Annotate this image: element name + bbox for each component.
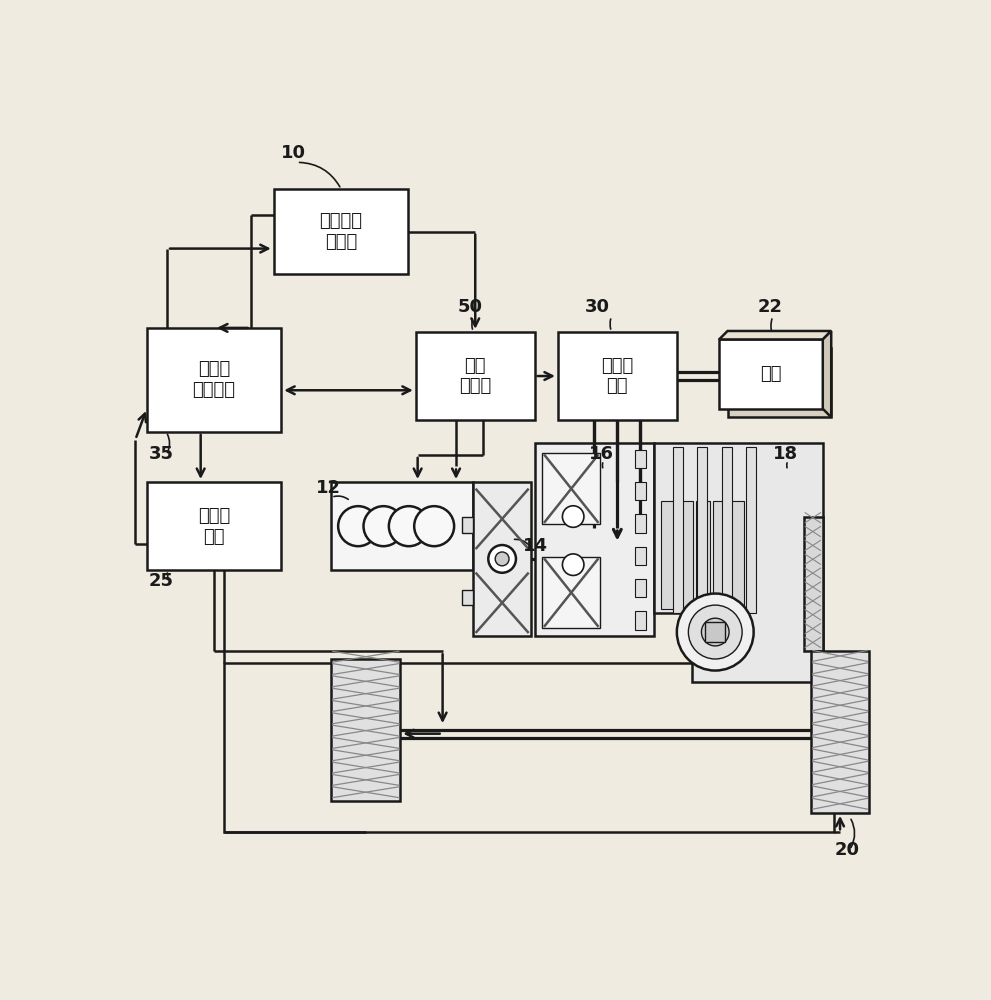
Circle shape bbox=[702, 618, 729, 646]
Circle shape bbox=[563, 506, 584, 527]
Circle shape bbox=[388, 506, 429, 546]
Bar bbox=[706, 622, 725, 642]
Bar bbox=[721, 447, 731, 613]
Bar bbox=[719, 339, 823, 409]
Bar bbox=[634, 514, 646, 533]
Text: 18: 18 bbox=[773, 445, 798, 463]
Text: 车辆
控制器: 车辆 控制器 bbox=[459, 357, 492, 395]
Bar bbox=[542, 453, 600, 524]
Circle shape bbox=[364, 506, 403, 546]
Circle shape bbox=[496, 552, 509, 566]
Text: 20: 20 bbox=[834, 841, 859, 859]
Bar bbox=[696, 501, 710, 609]
Circle shape bbox=[689, 605, 742, 659]
Bar bbox=[535, 443, 654, 636]
Polygon shape bbox=[719, 331, 831, 339]
Text: 35: 35 bbox=[149, 445, 173, 463]
Text: 50: 50 bbox=[458, 298, 483, 316]
Bar bbox=[746, 447, 756, 613]
Text: 14: 14 bbox=[523, 537, 548, 555]
Circle shape bbox=[489, 545, 516, 573]
Bar bbox=[727, 348, 831, 417]
Bar bbox=[474, 482, 531, 636]
Bar bbox=[634, 450, 646, 468]
Bar bbox=[673, 447, 683, 613]
Text: 16: 16 bbox=[589, 445, 613, 463]
Text: 22: 22 bbox=[757, 298, 783, 316]
Bar bbox=[634, 579, 646, 597]
Bar bbox=[147, 328, 281, 432]
Bar bbox=[804, 517, 823, 651]
Bar bbox=[462, 590, 474, 605]
Bar bbox=[542, 557, 600, 628]
Text: 电机控
制器: 电机控 制器 bbox=[602, 357, 633, 395]
Polygon shape bbox=[823, 331, 831, 417]
Circle shape bbox=[414, 506, 454, 546]
Bar bbox=[634, 547, 646, 565]
Bar bbox=[698, 447, 708, 613]
Text: 12: 12 bbox=[316, 479, 341, 497]
Text: 25: 25 bbox=[149, 572, 173, 590]
Circle shape bbox=[338, 506, 379, 546]
Bar bbox=[730, 501, 744, 609]
Bar bbox=[679, 501, 693, 609]
Bar bbox=[634, 611, 646, 630]
Bar bbox=[331, 482, 474, 570]
Bar bbox=[714, 501, 727, 609]
Bar bbox=[462, 517, 474, 533]
Bar bbox=[634, 482, 646, 500]
Text: 智能巡
航控制器: 智能巡 航控制器 bbox=[192, 360, 236, 399]
Polygon shape bbox=[654, 443, 823, 682]
Circle shape bbox=[563, 554, 584, 575]
Text: 电池: 电池 bbox=[760, 365, 782, 383]
Text: 制动控
制器: 制动控 制器 bbox=[198, 507, 230, 546]
Bar bbox=[224, 663, 834, 832]
Bar bbox=[812, 651, 869, 813]
Bar bbox=[416, 332, 535, 420]
Text: 驱动信息
检测器: 驱动信息 检测器 bbox=[319, 212, 363, 251]
Text: 10: 10 bbox=[281, 144, 306, 162]
Bar bbox=[558, 332, 677, 420]
Bar bbox=[147, 482, 281, 570]
Bar bbox=[662, 501, 675, 609]
Bar bbox=[331, 659, 400, 801]
Text: 30: 30 bbox=[585, 298, 609, 316]
Circle shape bbox=[677, 594, 753, 671]
Bar bbox=[274, 189, 408, 274]
